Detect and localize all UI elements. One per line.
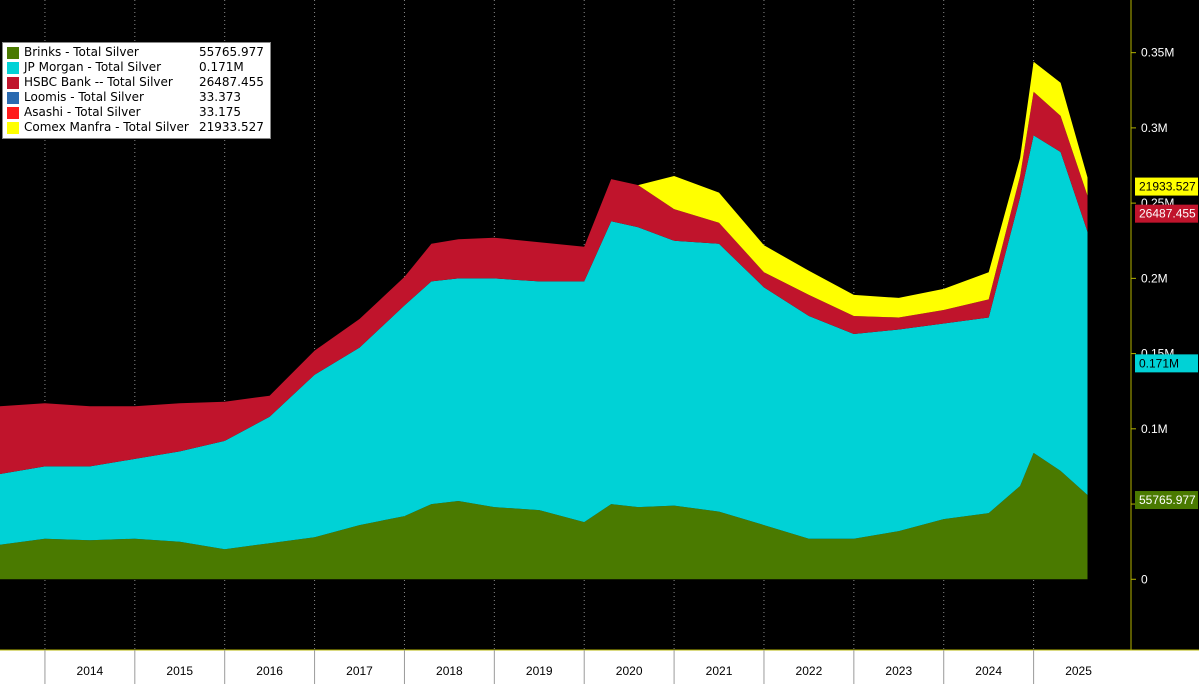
- x-tick-label: 2023: [885, 664, 912, 678]
- x-tick-label: 2022: [796, 664, 823, 678]
- legend-series-name: JP Morgan - Total Silver: [24, 60, 162, 74]
- x-tick-label: 2016: [256, 664, 283, 678]
- legend-series-name: Asashi - Total Silver: [24, 105, 141, 119]
- legend-item-asashi: Asashi - Total Silver 33.175: [7, 105, 264, 120]
- end-label-box: [1135, 204, 1198, 223]
- x-tick-label: 2018: [436, 664, 463, 678]
- legend-item-loomis: Loomis - Total Silver 33.373: [7, 90, 264, 105]
- x-tick-label: 2015: [166, 664, 193, 678]
- end-label: 0.171M: [1135, 354, 1198, 373]
- x-tick-label: 2019: [526, 664, 553, 678]
- chart-end-labels: 21933.527 26487.455 0.171M 55765.977: [1135, 177, 1198, 510]
- area-series-1: [0, 135, 1088, 550]
- end-label-text: 0.171M: [1139, 356, 1179, 370]
- legend-swatch: [7, 76, 19, 89]
- area-series-2: [0, 91, 1088, 475]
- legend-swatch: [7, 46, 19, 59]
- x-tick-label: 2025: [1065, 664, 1092, 678]
- x-tick-label: 2021: [706, 664, 733, 678]
- legend-item-hsbc: HSBC Bank -- Total Silver 26487.455: [7, 75, 264, 90]
- legend-series-value: 55765.977: [199, 45, 264, 59]
- legend-series-value: 21933.527: [199, 120, 264, 134]
- legend-series-name: Brinks - Total Silver: [24, 45, 139, 59]
- legend-swatch: [7, 121, 19, 134]
- x-tick-label: 2017: [346, 664, 373, 678]
- end-label-text: 55765.977: [1139, 493, 1196, 507]
- end-label-box: [1135, 491, 1198, 510]
- end-label: 55765.977: [1135, 491, 1198, 510]
- legend-swatch: [7, 61, 19, 74]
- legend-series-name: Loomis - Total Silver: [24, 90, 144, 104]
- y-tick-label: 0.3M: [1141, 121, 1168, 135]
- legend-swatch: [7, 91, 19, 104]
- x-tick-label: 2014: [77, 664, 104, 678]
- chart-areas: [0, 61, 1088, 580]
- legend-series-value: 33.373: [199, 90, 241, 104]
- y-tick-label: 0.1M: [1141, 422, 1168, 436]
- end-label-box: [1135, 177, 1198, 196]
- legend-item-brinks: Brinks - Total Silver 55765.977: [7, 45, 264, 60]
- area-series-0: [0, 452, 1088, 580]
- y-tick-label: 0.35M: [1141, 46, 1174, 60]
- legend-series-value: 33.175: [199, 105, 241, 119]
- legend-item-comex-manfra: Comex Manfra - Total Silver 21933.527: [7, 120, 264, 135]
- end-label: 26487.455: [1135, 204, 1198, 223]
- x-tick-label: 2024: [975, 664, 1002, 678]
- end-label: 21933.527: [1135, 177, 1198, 196]
- legend-swatch: [7, 106, 19, 119]
- x-tick-label: 2020: [616, 664, 643, 678]
- x-axis-band: [0, 650, 1199, 684]
- legend-item-jp-morgan: JP Morgan - Total Silver 0.171M: [7, 60, 264, 75]
- legend-series-value: 0.171M: [199, 60, 244, 74]
- y-tick-label: 0.2M: [1141, 271, 1168, 285]
- end-label-text: 21933.527: [1139, 180, 1196, 194]
- end-label-box: [1135, 354, 1198, 373]
- end-label-text: 26487.455: [1139, 207, 1196, 221]
- y-tick-label: 0: [1141, 572, 1148, 586]
- legend-series-name: HSBC Bank -- Total Silver: [24, 75, 173, 89]
- legend-series-value: 26487.455: [199, 75, 264, 89]
- legend-series-name: Comex Manfra - Total Silver: [24, 120, 189, 134]
- chart-legend: Brinks - Total Silver 55765.977 JP Morga…: [2, 42, 271, 139]
